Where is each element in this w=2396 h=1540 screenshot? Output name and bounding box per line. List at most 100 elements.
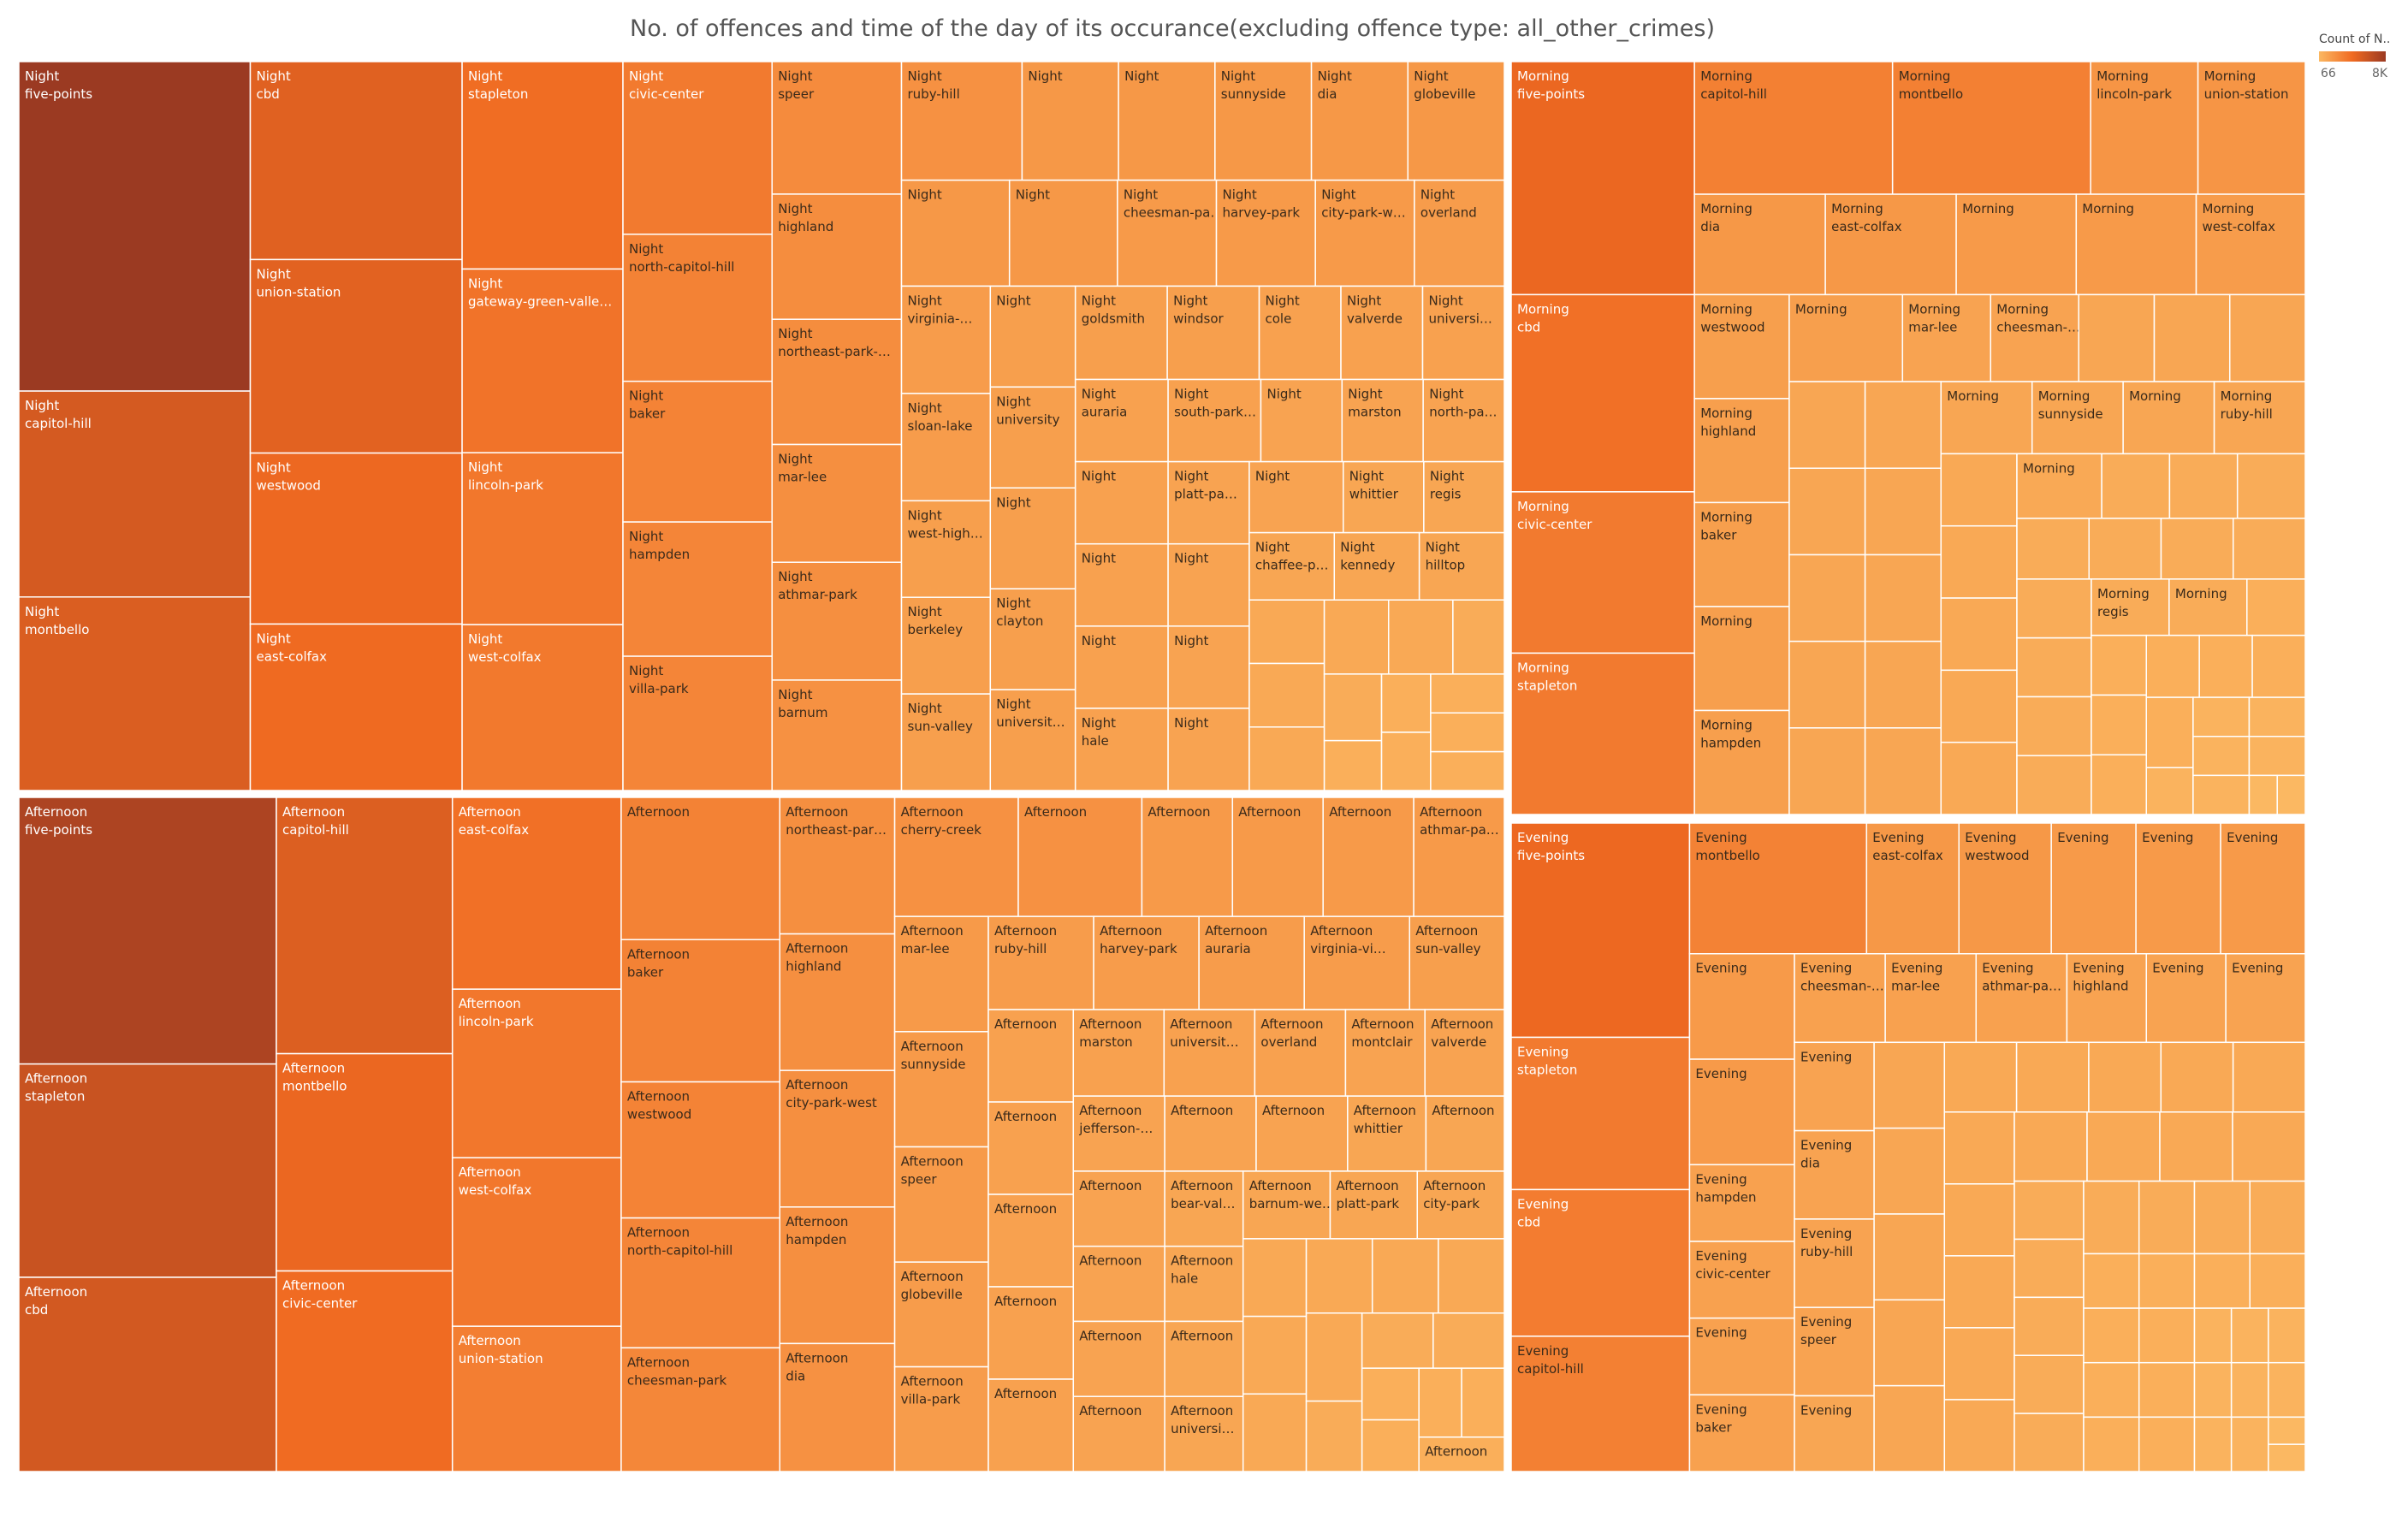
treemap-tile-night-west-colfax[interactable] [461,624,624,791]
treemap-tile-morning-61[interactable] [2145,634,2200,698]
treemap-tile-afternoon-west-colfax[interactable] [451,1157,622,1327]
treemap-tile-night-marston[interactable] [1341,378,1424,463]
treemap-tile-evening-47[interactable] [2013,1238,2085,1299]
treemap-tile-morning-46[interactable] [2236,453,2306,519]
treemap-tile-evening-sloan-lake[interactable] [2232,1111,2306,1182]
treemap-tile-evening-capitol-hill[interactable] [1510,1336,1691,1472]
treemap-tile-afternoon-68[interactable] [1305,1312,1363,1402]
treemap-tile-evening-mar-lee[interactable] [1884,953,1978,1044]
treemap-tile-night-71[interactable] [1323,599,1390,675]
treemap-tile-night-city-park[interactable] [1248,726,1326,791]
treemap-tile-evening-61[interactable] [2249,1253,2306,1309]
treemap-tile-morning-42[interactable] [1940,741,2018,815]
treemap-tile-evening-73[interactable] [2268,1416,2306,1445]
treemap-tile-evening-hampden[interactable] [1688,1164,1795,1242]
treemap-tile-evening-71[interactable] [2268,1361,2306,1419]
treemap-tile-night-80[interactable] [1430,750,1505,791]
treemap-tile-morning-baker[interactable] [1693,501,1790,607]
treemap-tile-evening-cherry-creek[interactable] [1873,1213,1946,1301]
treemap-tile-afternoon-overland[interactable] [1254,1009,1347,1097]
treemap-tile-morning-cole[interactable] [2101,453,2171,519]
treemap-tile-morning-60[interactable] [2091,754,2148,815]
treemap-tile-afternoon-38[interactable] [987,1194,1075,1288]
treemap-tile-morning-capitol-hill[interactable] [1693,61,1894,195]
treemap-tile-morning-22[interactable] [2153,293,2231,382]
treemap-tile-morning-38[interactable] [1940,453,2018,527]
treemap-tile-afternoon-72[interactable] [1361,1367,1420,1421]
treemap-tile-morning-58[interactable] [2091,634,2148,696]
treemap-tile-afternoon-mar-lee[interactable] [893,915,989,1033]
treemap-tile-afternoon-48[interactable] [1072,1245,1165,1323]
treemap-tile-morning-west-colfax[interactable] [2195,193,2306,296]
treemap-tile-afternoon-platt-park[interactable] [1329,1170,1418,1240]
treemap-tile-evening-cbd[interactable] [1510,1188,1691,1337]
treemap-tile-afternoon-64[interactable] [1242,1393,1308,1472]
treemap-tile-night-highland[interactable] [771,193,903,320]
treemap-tile-night-sun-valley[interactable] [900,693,992,791]
treemap-tile-evening-five-points[interactable] [1510,822,1691,1039]
treemap-tile-evening-56[interactable] [2083,1307,2140,1364]
treemap-tile-morning-hampden[interactable] [1693,709,1790,815]
treemap-tile-night-61[interactable] [1167,708,1250,791]
treemap-tile-night-74[interactable] [1323,673,1383,742]
treemap-tile-afternoon-valverde[interactable] [1424,1009,1505,1097]
treemap-tile-afternoon-63[interactable] [1242,1315,1308,1395]
treemap-tile-morning-montbello[interactable] [1891,61,2091,195]
treemap-tile-night-city-park-west[interactable] [1314,179,1415,287]
treemap-tile-evening-9[interactable] [2220,822,2306,955]
treemap-tile-morning-athmar-park[interactable] [1864,381,1942,469]
treemap-tile-afternoon-capitol-hill[interactable] [276,797,454,1055]
treemap-tile-afternoon-21[interactable] [1017,797,1143,917]
treemap-tile-night-79[interactable] [1430,712,1505,753]
treemap-tile-afternoon-highland[interactable] [779,933,896,1071]
treemap-tile-night-university[interactable] [989,386,1076,489]
treemap-tile-afternoon-50[interactable] [1072,1395,1165,1472]
treemap-tile-afternoon-sunnyside[interactable] [893,1031,989,1148]
treemap-tile-afternoon-sun-valley[interactable] [1409,915,1505,1010]
treemap-tile-night-75[interactable] [1323,739,1383,791]
treemap-tile-night-civic-center[interactable] [622,61,773,235]
treemap-tile-afternoon-marston[interactable] [1072,1009,1165,1097]
treemap-tile-night-globeville[interactable] [1407,61,1505,181]
treemap-tile-night-77[interactable] [1380,732,1432,791]
treemap-tile-night-hampden[interactable] [622,521,773,657]
treemap-tile-morning-whittier[interactable] [2016,637,2092,698]
treemap-tile-evening-windsor[interactable] [1943,1327,2015,1401]
treemap-tile-evening-overland[interactable] [1943,1183,2015,1257]
treemap-tile-afternoon-cherry-creek[interactable] [893,797,1019,917]
treemap-tile-morning-union-station[interactable] [2197,61,2306,195]
treemap-tile-evening-48[interactable] [2013,1296,2085,1356]
treemap-tile-afternoon-athmar-park[interactable] [1413,797,1505,917]
treemap-tile-night-north-park-hill[interactable] [1422,378,1505,463]
treemap-tile-morning-67[interactable] [2248,696,2306,737]
treemap-tile-evening-50[interactable] [2013,1413,2085,1472]
treemap-tile-evening-60[interactable] [2193,1253,2251,1309]
treemap-tile-evening-clayton[interactable] [1943,1255,2015,1329]
treemap-tile-morning-48[interactable] [2088,518,2162,580]
treemap-tile-afternoon-69[interactable] [1305,1400,1363,1472]
treemap-tile-night-dia[interactable] [1310,61,1409,181]
treemap-tile-evening-dia[interactable] [1794,1129,1875,1220]
treemap-tile-morning-72[interactable] [2276,774,2306,815]
treemap-tile-evening-54[interactable] [2249,1180,2306,1255]
treemap-tile-morning-montclair[interactable] [2168,453,2239,519]
treemap-tile-afternoon-49[interactable] [1072,1320,1165,1397]
treemap-tile-evening-66[interactable] [2230,1307,2269,1364]
treemap-tile-evening-55[interactable] [2083,1253,2140,1309]
treemap-tile-morning-68[interactable] [2192,735,2251,777]
treemap-tile-evening-63[interactable] [2138,1361,2196,1419]
treemap-tile-night-speer[interactable] [771,61,903,195]
treemap-tile-evening-65[interactable] [2193,1307,2233,1364]
treemap-tile-night-baker[interactable] [622,380,773,523]
treemap-tile-afternoon-baker[interactable] [620,939,780,1083]
treemap-tile-night-55[interactable] [1260,378,1343,463]
treemap-tile-evening-62[interactable] [2138,1307,2196,1364]
treemap-tile-morning-39[interactable] [1940,524,2018,599]
treemap-tile-afternoon-10[interactable] [620,797,780,941]
treemap-tile-night-berkeley[interactable] [900,596,992,695]
treemap-tile-afternoon-23[interactable] [1231,797,1324,917]
treemap-tile-morning-highland[interactable] [1693,398,1790,504]
treemap-tile-evening-27[interactable] [1873,1041,1946,1129]
treemap-tile-afternoon-bear-valley[interactable] [1164,1170,1244,1247]
treemap-tile-evening-east-colfax[interactable] [1865,822,1960,955]
